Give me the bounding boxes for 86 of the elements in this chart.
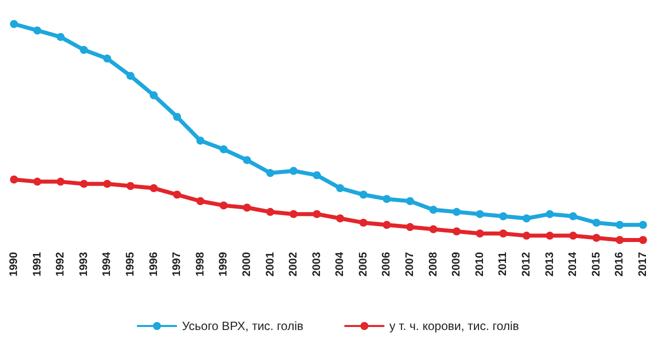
point [290, 210, 298, 218]
point [452, 227, 461, 236]
point [10, 176, 18, 184]
legend-label: у т. ч. корови, тис. голів [389, 319, 520, 333]
point [196, 197, 204, 206]
point [382, 220, 391, 229]
point [476, 230, 484, 238]
point [569, 212, 578, 220]
x-tick-label: 1995 [124, 252, 136, 276]
x-tick-label: 2012 [520, 252, 533, 276]
x-tick-label: 1994 [101, 251, 114, 276]
point [290, 166, 298, 175]
point [80, 46, 88, 54]
point [150, 91, 158, 100]
point [56, 32, 65, 41]
point [359, 190, 368, 199]
point [429, 225, 438, 234]
point [220, 145, 228, 154]
x-tick-label: 1993 [78, 252, 90, 276]
point [33, 178, 42, 186]
point [56, 178, 65, 186]
point [406, 223, 414, 232]
x-tick-label: 2014 [567, 251, 580, 276]
point [616, 220, 624, 229]
point [103, 180, 112, 188]
x-tick-label: 2013 [544, 252, 556, 276]
point [266, 208, 274, 216]
x-tick-label: 2001 [264, 252, 276, 276]
x-tick-label: 2010 [474, 252, 486, 276]
point [429, 206, 438, 214]
point [80, 180, 88, 188]
point [499, 212, 508, 220]
point [406, 197, 414, 206]
point [569, 232, 578, 240]
x-tick-label: 1991 [31, 252, 44, 276]
x-tick-label: 2003 [310, 252, 323, 276]
point [639, 220, 647, 229]
x-tick-label: 2015 [590, 252, 602, 276]
point [522, 214, 531, 222]
point [312, 171, 321, 180]
point [173, 112, 182, 121]
point [196, 136, 204, 145]
point [266, 169, 274, 178]
point [592, 218, 600, 227]
legend-label: Усього ВРХ, тис. голів [182, 319, 304, 333]
point [312, 210, 321, 218]
point [126, 72, 134, 80]
point [546, 232, 554, 240]
point [150, 184, 158, 192]
x-tick-label: 2017 [637, 252, 649, 276]
x-tick-label: 2006 [380, 252, 393, 276]
point [10, 20, 18, 28]
x-tick-label: 1999 [218, 252, 230, 276]
point [382, 194, 391, 203]
point [476, 210, 484, 218]
x-tick-label: 1996 [148, 252, 160, 276]
x-tick-label: 1998 [194, 252, 206, 276]
point [546, 210, 554, 218]
point [33, 26, 42, 34]
point [173, 190, 182, 199]
x-tick-label: 1992 [54, 252, 67, 276]
point [359, 218, 368, 227]
x-tick-label: 2002 [288, 252, 300, 276]
x-tick-label: 2004 [334, 251, 346, 276]
x-tick-label: 2016 [614, 252, 626, 276]
x-tick-label: 1990 [8, 252, 20, 276]
point [126, 182, 134, 190]
point [499, 230, 508, 238]
point [242, 156, 251, 164]
x-tick-label: 2005 [357, 252, 370, 276]
point [522, 232, 531, 240]
x-tick-label: 2009 [450, 252, 463, 276]
point [639, 236, 647, 244]
x-tick-label: 2000 [240, 252, 253, 276]
x-tick-label: 1997 [171, 252, 184, 276]
point [220, 201, 228, 210]
x-tick-label: 2007 [404, 252, 416, 276]
x-tick-label: 2008 [427, 252, 440, 276]
point [452, 208, 461, 216]
point [336, 214, 344, 222]
point [336, 184, 344, 192]
point [103, 54, 112, 63]
point [242, 204, 251, 212]
x-tick-label: 2011 [497, 252, 510, 276]
point [592, 234, 600, 242]
point [616, 236, 624, 244]
